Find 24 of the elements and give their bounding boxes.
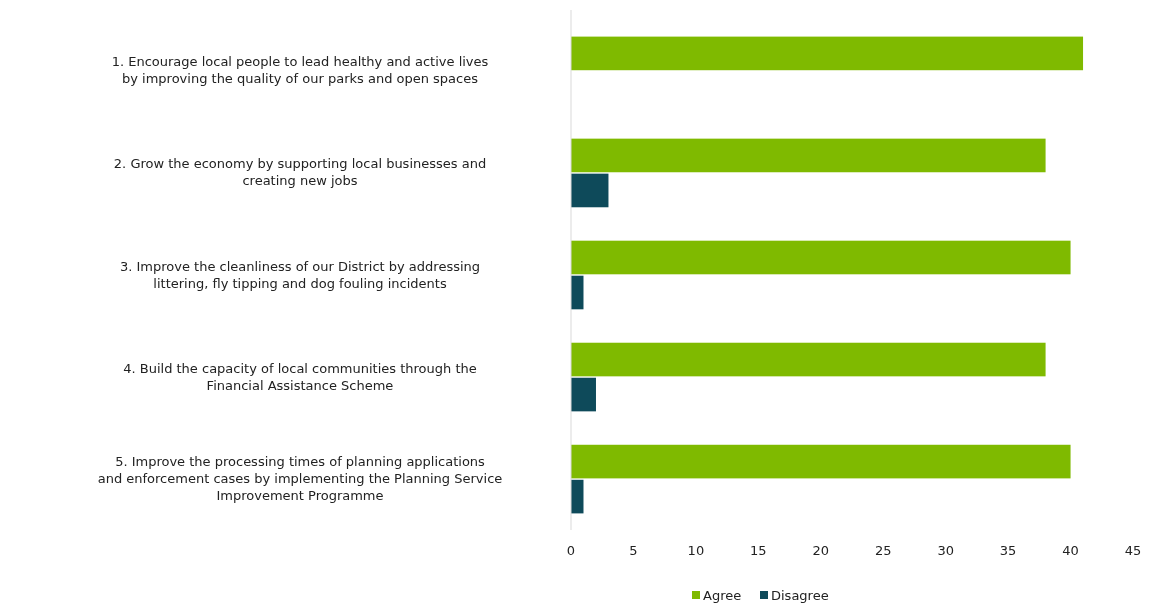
x-tick-label: 35 xyxy=(999,543,1017,558)
bar xyxy=(571,240,1071,275)
bar xyxy=(571,138,1046,173)
x-tick-label: 30 xyxy=(937,543,954,558)
y-tick-label: 3. Improve the cleanliness of our District by addressing littering, fly tipping and dog fouling incidents xyxy=(119,258,481,291)
y-tick-label: 4. Build the capacity of local communities through the Financial Assistance Scheme xyxy=(123,360,477,393)
x-tick-label: 0 xyxy=(566,543,576,558)
x-tick-label: 20 xyxy=(812,543,830,558)
y-tick-label: 1. Encourage local people to lead healthy and active lives by improving the quality of our parks and open spaces xyxy=(111,54,489,87)
bar xyxy=(571,377,596,412)
bar xyxy=(571,444,1071,479)
x-tick-label: 15 xyxy=(750,543,767,558)
legend-label: Agree xyxy=(703,588,742,603)
x-tick-label: 5 xyxy=(629,543,638,558)
x-tick-label: 45 xyxy=(1124,543,1142,558)
x-tick-label: 40 xyxy=(1062,543,1079,558)
bar xyxy=(571,342,1046,377)
bar xyxy=(571,173,609,208)
bar xyxy=(571,36,1084,71)
y-tick-label: 5. Improve the processing times of planning applications and enforcement cases by implementing the Planning Service Improvement Programme xyxy=(97,454,503,504)
legend-label: Disagree xyxy=(771,588,829,603)
x-tick-label: 10 xyxy=(687,543,705,558)
y-tick-label: 2. Grow the economy by supporting local businesses and creating new jobs xyxy=(113,156,487,189)
x-tick-label: 25 xyxy=(874,543,892,558)
